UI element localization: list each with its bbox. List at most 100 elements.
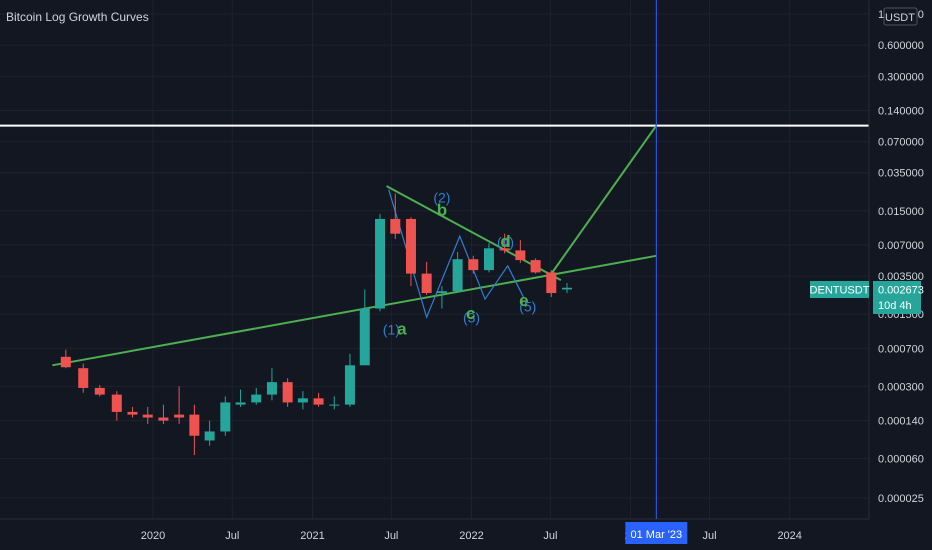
candle [111,391,122,421]
candle [530,258,541,274]
candle [142,406,153,424]
candle-body [204,431,215,441]
candle-body [266,382,277,395]
candle-body [405,218,416,274]
candle [468,255,479,274]
projection-trend-line [546,125,658,280]
candle [174,386,185,424]
time-tick-label: 2020 [141,530,165,542]
price-tick-label: 0.003500 [878,271,924,283]
candle [561,283,572,294]
candle-body [297,398,308,403]
price-tick-label: 0.015000 [878,206,924,218]
candle-body [452,259,463,292]
wave-label: c [466,304,475,323]
price-tick-label: 0.300000 [878,71,924,83]
price-tick-label: 0.000060 [878,454,924,466]
time-tick-label: Jul [225,530,239,542]
wave-label: (5) [519,298,536,314]
candle-body [421,273,432,294]
candle [204,420,215,446]
candle [78,363,89,393]
candle [452,251,463,294]
time-tick-label: 2021 [300,530,324,542]
candle [189,404,200,456]
candles [60,193,572,456]
symbol-tag-label: DENTUSDT [810,285,870,297]
price-tick-label: 0.600000 [878,40,924,52]
price-tick-label: 0.000700 [878,343,924,355]
candle [436,286,447,309]
candle-body [436,291,447,294]
candle-body [375,218,386,309]
candle [405,217,416,287]
candle-body [282,382,293,403]
price-tag-box [873,281,921,314]
candle-body [60,356,71,368]
candle-body [359,308,370,366]
symbol-tag-box [810,281,869,298]
candle-body [251,394,262,403]
wave-label: (4) [497,234,514,250]
candle-body [111,394,122,412]
countdown-label: 10d 4h [878,300,912,312]
candle-body [127,411,138,415]
time-tick-label: 2024 [777,530,801,542]
candle [235,389,246,407]
indicator-title[interactable]: Bitcoin Log Growth Curves [6,10,149,24]
time-axis[interactable] [0,519,932,550]
candle-body [78,368,89,388]
candle-body [530,260,541,273]
candle [251,387,262,405]
candle-body [561,287,572,290]
time-tick-label: Jul [702,530,716,542]
candle [483,243,494,273]
candle-body [499,248,510,251]
candle [375,213,386,312]
candle [344,353,355,407]
time-tick-label: Jul [543,530,557,542]
price-axis[interactable] [869,0,932,519]
candle [127,406,138,418]
currency-box[interactable] [883,7,918,26]
time-tick-label: Jul [384,530,398,542]
candle [266,368,277,401]
candle [546,270,557,297]
crosshair-date-label: 01 Mar '23 [631,529,683,541]
candle-body [313,398,324,405]
candle-body [546,272,557,294]
wave-label: a [397,320,407,339]
price-tick-label: 0.007000 [878,240,924,252]
candle-body [235,402,246,405]
candle [515,240,526,263]
candle [297,391,308,410]
wave-label: e [519,291,528,310]
price-tick-label: 0.070000 [878,137,924,149]
wave-label: (3) [463,309,480,325]
candle-body [344,365,355,405]
candle [313,392,324,407]
time-tick-label: 2022 [459,530,483,542]
candle-body [189,414,200,436]
wave-label: (1) [383,322,400,338]
candle [421,261,432,295]
candle [60,349,71,369]
candle [359,289,370,366]
price-tick-label: 0.000140 [878,416,924,428]
candle-body [483,248,494,271]
candle [94,384,105,397]
price-tick-label: 0.035000 [878,168,924,180]
candle [158,404,169,424]
candle-body [390,218,401,234]
candle [499,233,510,254]
candle [390,193,401,239]
candle-body [158,417,169,421]
candle-body [94,387,105,395]
candle-body [468,259,479,271]
candle-body [515,250,526,261]
currency-label: USDT [885,12,915,24]
candle-body [174,414,185,418]
crosshair-date-box [625,522,688,544]
